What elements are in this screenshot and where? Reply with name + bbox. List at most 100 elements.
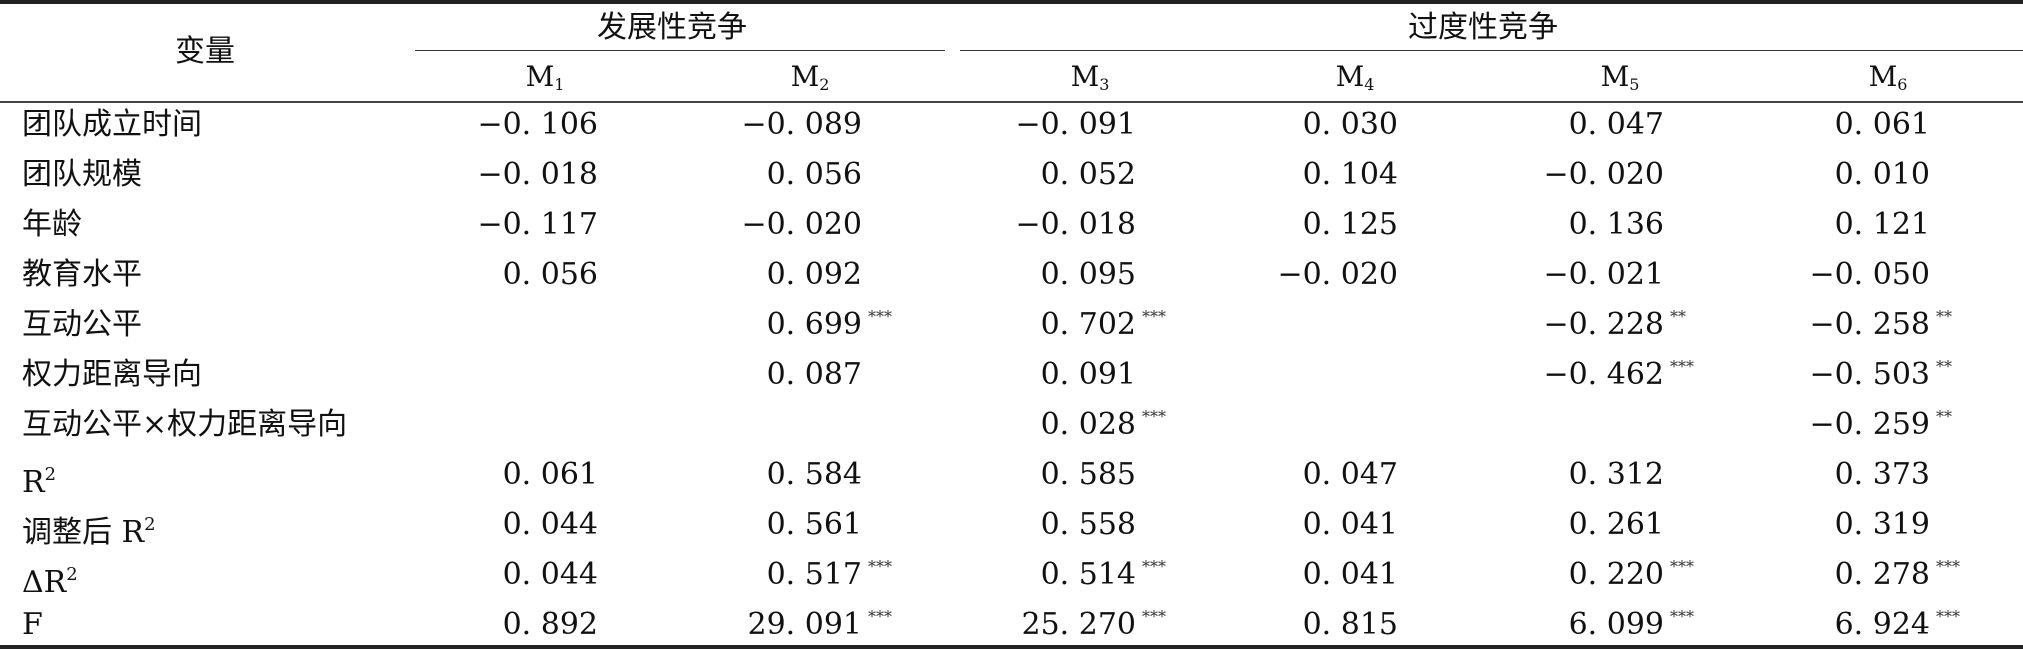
table-cell: 0. 044 (502, 507, 598, 542)
row-label-superscript: 2 (66, 564, 78, 585)
table-cell: −0. 462 (1543, 357, 1664, 392)
table-cell: −0. 020 (741, 207, 862, 242)
table-cell: 0. 815 (1302, 607, 1398, 642)
table-cell: 6. 924 (1834, 607, 1930, 642)
table-cell: 0. 125 (1302, 207, 1398, 242)
table-cell: 0. 047 (1568, 107, 1664, 142)
table-cell: 0. 092 (766, 257, 862, 292)
table-top-rule (0, 0, 2023, 4)
row-label-text: F (22, 607, 43, 642)
row-label-text: 互动公平×权力距离导向 (22, 407, 348, 442)
row-label: 团队成立时间 (22, 105, 202, 145)
table-cell: −0. 021 (1543, 257, 1664, 292)
significance-stars: ** (1936, 357, 1952, 376)
header-model-6: M6 (1869, 58, 1908, 104)
row-label: 互动公平×权力距离导向 (22, 405, 347, 445)
row-label: R2 (22, 455, 56, 503)
significance-stars: *** (868, 607, 892, 626)
table-cell: 0. 087 (766, 357, 862, 392)
table-cell: 0. 702 (1040, 307, 1136, 342)
header-bottom-rule (0, 101, 2023, 103)
table-cell: 29. 091 (747, 607, 862, 642)
significance-stars: ** (1670, 307, 1686, 326)
significance-stars: *** (1142, 307, 1166, 326)
table-cell: 0. 061 (1834, 107, 1930, 142)
table-cell: −0. 089 (741, 107, 862, 142)
table-cell: 0. 220 (1568, 557, 1664, 592)
table-cell: 0. 095 (1040, 257, 1136, 292)
row-label: 调整后 R2 (22, 505, 156, 553)
header-model-1: M1 (526, 58, 565, 104)
model-base: M (1070, 60, 1100, 93)
table-cell: 0. 373 (1834, 457, 1930, 492)
row-label: 团队规模 (22, 155, 142, 195)
header-model-4: M4 (1336, 58, 1375, 104)
row-label-text: 团队规模 (22, 157, 142, 192)
table-cell: 0. 585 (1040, 457, 1136, 492)
row-label-superscript: 2 (44, 464, 57, 485)
row-label: ΔR2 (22, 555, 78, 603)
significance-stars: ** (1936, 307, 1952, 326)
significance-stars: *** (1670, 607, 1694, 626)
table-cell: 0. 041 (1302, 507, 1398, 542)
table-cell: −0. 259 (1809, 407, 1930, 442)
significance-stars: *** (1670, 557, 1694, 576)
row-label-text: 权力距离导向 (22, 357, 202, 392)
table-cell: −0. 258 (1809, 307, 1930, 342)
table-cell: −0. 050 (1809, 257, 1930, 292)
significance-stars: *** (868, 557, 892, 576)
header-group-developmental: 发展性竞争 (597, 10, 747, 45)
model-subscript: 6 (1897, 75, 1908, 94)
table-cell: −0. 018 (1015, 207, 1136, 242)
row-label-text: 互动公平 (22, 307, 142, 342)
table-cell: 0. 104 (1302, 157, 1398, 192)
header-model-5: M5 (1601, 58, 1640, 104)
model-base: M (790, 60, 820, 93)
significance-stars: *** (1670, 357, 1694, 376)
row-label: 互动公平 (22, 305, 142, 345)
table-cell: 0. 514 (1040, 557, 1136, 592)
row-label-text: ΔR (22, 565, 67, 600)
significance-stars: *** (1142, 557, 1166, 576)
table-cell: 0. 028 (1040, 407, 1136, 442)
row-label: F (22, 605, 43, 645)
group-rule-developmental (415, 50, 945, 51)
table-cell: 0. 517 (766, 557, 862, 592)
table-cell: 0. 892 (502, 607, 598, 642)
table-cell: 0. 261 (1568, 507, 1664, 542)
table-cell: 25. 270 (1021, 607, 1136, 642)
row-label: 权力距离导向 (22, 355, 202, 395)
table-cell: −0. 018 (477, 157, 598, 192)
table-cell: 6. 099 (1568, 607, 1664, 642)
significance-stars: *** (868, 307, 892, 326)
table-cell: 0. 561 (766, 507, 862, 542)
row-label-superscript: 2 (144, 514, 156, 535)
table-cell: −0. 106 (477, 107, 598, 142)
header-model-2: M2 (791, 58, 830, 104)
table-cell: −0. 020 (1277, 257, 1398, 292)
table-cell: −0. 020 (1543, 157, 1664, 192)
significance-stars: *** (1142, 407, 1166, 426)
model-subscript: 5 (1629, 75, 1640, 94)
model-subscript: 1 (554, 75, 565, 94)
row-label-text: 教育水平 (22, 257, 142, 292)
table-cell: 0. 047 (1302, 457, 1398, 492)
table-cell: 0. 041 (1302, 557, 1398, 592)
table-cell: 0. 030 (1302, 107, 1398, 142)
row-label-text: 调整后 R (22, 515, 145, 550)
model-subscript: 4 (1364, 75, 1375, 94)
table-cell: 0. 558 (1040, 507, 1136, 542)
model-base: M (1868, 60, 1898, 93)
table-cell: 0. 056 (502, 257, 598, 292)
significance-stars: *** (1936, 557, 1960, 576)
row-label: 教育水平 (22, 255, 142, 295)
significance-stars: ** (1936, 407, 1952, 426)
header-variable: 变量 (175, 34, 235, 69)
model-base: M (525, 60, 555, 93)
table-cell: −0. 503 (1809, 357, 1930, 392)
table-cell: 0. 121 (1834, 207, 1930, 242)
row-label-text: R (22, 465, 45, 500)
table-cell: 0. 278 (1834, 557, 1930, 592)
table-cell: 0. 312 (1568, 457, 1664, 492)
